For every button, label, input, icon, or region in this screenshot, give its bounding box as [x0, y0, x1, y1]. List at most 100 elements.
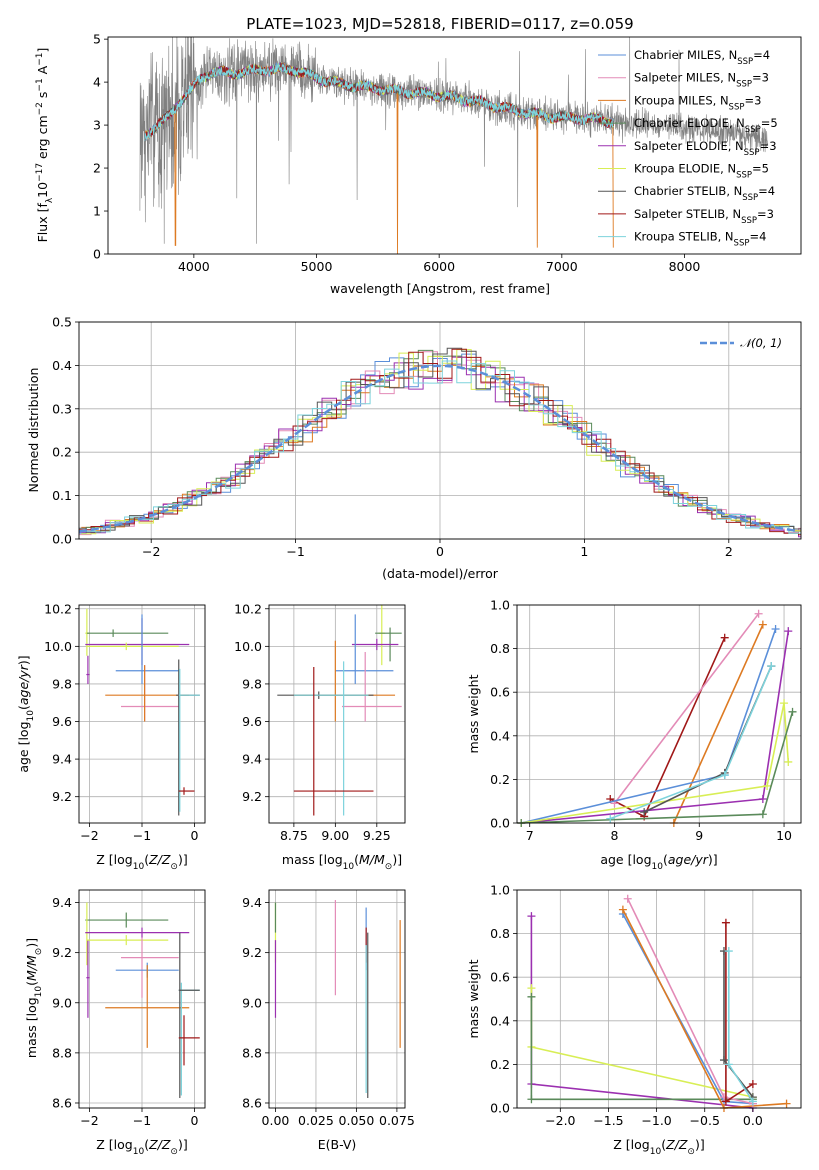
- x-axis-label: (data-model)/error: [382, 566, 499, 581]
- y-tick-label: 9.2: [242, 945, 262, 960]
- x-tick-label: −0.5: [690, 1113, 720, 1128]
- y-tick-label: 9.4: [242, 752, 262, 767]
- series-marker-chabrier_stelib: [640, 808, 649, 817]
- legend-entry: Salpeter ELODIE, NSSP=3: [634, 139, 777, 158]
- series-marker-kroupa_elodie: [527, 984, 536, 993]
- y-tick-label: 10.2: [44, 601, 72, 616]
- legend-entry: Chabrier MILES, NSSP=4: [634, 48, 770, 67]
- normal-curve: [79, 364, 799, 533]
- legend-entry: Chabrier ELODIE, NSSP=5: [634, 116, 778, 135]
- y-tick-label: 9.8: [52, 676, 72, 691]
- y-tick-label: 0.0: [52, 532, 72, 547]
- mass_vs_ebv-axes: 0.00 0.025 0.050 0.075 8.6 8.8 9.0 9.2 9.4 E(B-V): [242, 889, 415, 1152]
- y-tick-label: 0.8: [490, 641, 510, 656]
- x-tick-label: 0: [191, 1113, 199, 1128]
- x-tick-label: −1.5: [593, 1113, 623, 1128]
- x-tick-label: −2: [80, 1113, 98, 1128]
- axes-frame: [516, 889, 802, 1109]
- y-tick-label: 1: [93, 204, 101, 219]
- y-tick-label: 0.3: [52, 401, 72, 416]
- legend-entry: Chabrier STELIB, NSSP=4: [634, 184, 775, 203]
- x-tick-label: 0: [191, 828, 199, 843]
- x-tick-label: 0.075: [379, 1113, 415, 1128]
- y-tick-label: 1.0: [490, 598, 510, 613]
- y-tick-label: 9.4: [242, 895, 262, 910]
- y-tick-label: 0: [93, 247, 101, 262]
- series-marker-kroupa_miles: [782, 1099, 791, 1108]
- series-marker-kroupa_elodie: [780, 699, 789, 708]
- series-marker-kroupa_elodie: [784, 757, 793, 766]
- y-axis-label: age [log10(age/yr)]: [16, 655, 36, 772]
- series-marker-kroupa_stelib: [720, 771, 729, 780]
- residuals-axes: −2 −1 0 1 2 0.0 0.1 0.2 0.3 0.4 0.5 𝒩(0, 1) (data-mo…: [26, 315, 802, 581]
- x-tick-label: 5000: [301, 259, 333, 274]
- series-line-salpeter_elodie: [530, 916, 753, 1109]
- plot-area: [85, 902, 200, 1098]
- plot-area: [277, 605, 402, 816]
- y-tick-label: 9.6: [52, 714, 72, 729]
- y-tick-label: 0.4: [490, 1013, 510, 1028]
- mass_vs_Z-axes: −2 −1 0 8.6 8.8 9.0 9.2 9.4 Z [log10(Z/Z⊙)] mass …: [24, 889, 206, 1157]
- plot-area: [139, 37, 769, 254]
- axes-frame: [516, 604, 802, 824]
- y-tick-label: 0.5: [52, 315, 72, 330]
- x-tick-label: 9.00: [321, 828, 349, 843]
- x-axis-label: Z [log10(Z/Z⊙)]: [96, 852, 187, 872]
- y-tick-label: 2: [93, 161, 101, 176]
- series-marker-chabrier_elodie: [788, 707, 797, 716]
- x-axis-label: Z [log10(Z/Z⊙)]: [613, 1137, 704, 1157]
- y-axis-label: mass weight: [466, 959, 481, 1038]
- y-tick-label: 0.0: [490, 816, 510, 831]
- figure-title: PLATE=1023, MJD=52818, FIBERID=0117, z=0…: [246, 15, 633, 33]
- y-tick-label: 9.0: [52, 995, 72, 1010]
- y-tick-label: 1.0: [490, 883, 510, 898]
- y-axis-label: Normed distribution: [26, 368, 41, 493]
- series-marker-chabrier_elodie: [527, 1095, 536, 1104]
- series-marker-salpeter_stelib: [720, 633, 729, 642]
- plot-area: [274, 900, 401, 1098]
- legend-entry: Kroupa MILES, NSSP=3: [634, 93, 761, 112]
- x-tick-label: −1: [133, 1113, 151, 1128]
- series-marker-kroupa_stelib: [748, 1097, 757, 1106]
- series-line-salpeter_miles: [613, 613, 760, 804]
- series-line-salpeter_stelib: [609, 637, 726, 818]
- y-tick-label: 8.6: [242, 1095, 262, 1110]
- x-tick-label: −2.0: [545, 1113, 575, 1128]
- plot-area: [85, 608, 200, 816]
- series-marker-kroupa_elodie: [763, 781, 772, 790]
- series-marker-salpeter_elodie: [784, 627, 793, 636]
- x-tick-label: 4000: [178, 259, 210, 274]
- series-marker-salpeter_elodie: [758, 795, 767, 804]
- x-tick-label: 8.75: [280, 828, 308, 843]
- x-axis-label: Z [log10(Z/Z⊙)]: [96, 1137, 187, 1157]
- series-marker-kroupa_stelib: [724, 947, 733, 956]
- x-tick-label: 9: [695, 828, 703, 843]
- y-tick-label: 9.2: [52, 789, 72, 804]
- x-tick-label: 0.00: [262, 1113, 290, 1128]
- legend-entry: Salpeter MILES, NSSP=3: [634, 71, 769, 90]
- x-tick-label: 9.25: [363, 828, 391, 843]
- series-marker-salpeter_stelib: [748, 1080, 757, 1089]
- spectrum-axes: 4000 5000 6000 7000 8000 0 1 2 3 4 5 wavelength [An…: [35, 32, 802, 296]
- y-axis-label: mass weight: [466, 674, 481, 753]
- x-tick-label: 0.025: [298, 1113, 334, 1128]
- y-tick-label: 9.0: [242, 995, 262, 1010]
- x-tick-label: −1.0: [641, 1113, 671, 1128]
- x-axis-label: mass [log10(M/M⊙)]: [282, 852, 402, 872]
- y-tick-label: 0.4: [52, 358, 72, 373]
- legend-entry: Kroupa ELODIE, NSSP=5: [634, 162, 769, 181]
- age_vs_Z-axes: −2 −1 0 9.2 9.4 9.6 9.8 10.0 10.2 Z [log10(Z/Z⊙)]…: [16, 601, 206, 872]
- y-tick-label: 0.2: [52, 445, 72, 460]
- series-marker-salpeter_miles: [623, 894, 632, 903]
- y-tick-label: 0.8: [490, 926, 510, 941]
- histogram-chabrier_stelib: [79, 347, 801, 533]
- x-tick-label: 7000: [546, 259, 578, 274]
- mass_weight_vs_age-axes: 7 8 9 10 0.0 0.2 0.4 0.6 0.8 1.0 mass weight age [l…: [466, 598, 802, 872]
- x-tick-label: 8000: [669, 259, 701, 274]
- x-axis-label: wavelength [Angstrom, rest frame]: [330, 281, 550, 296]
- series-marker-salpeter_stelib: [721, 918, 730, 927]
- x-tick-label: −1: [133, 828, 151, 843]
- y-tick-label: 0.2: [490, 772, 510, 787]
- series-marker-kroupa_stelib: [606, 814, 615, 823]
